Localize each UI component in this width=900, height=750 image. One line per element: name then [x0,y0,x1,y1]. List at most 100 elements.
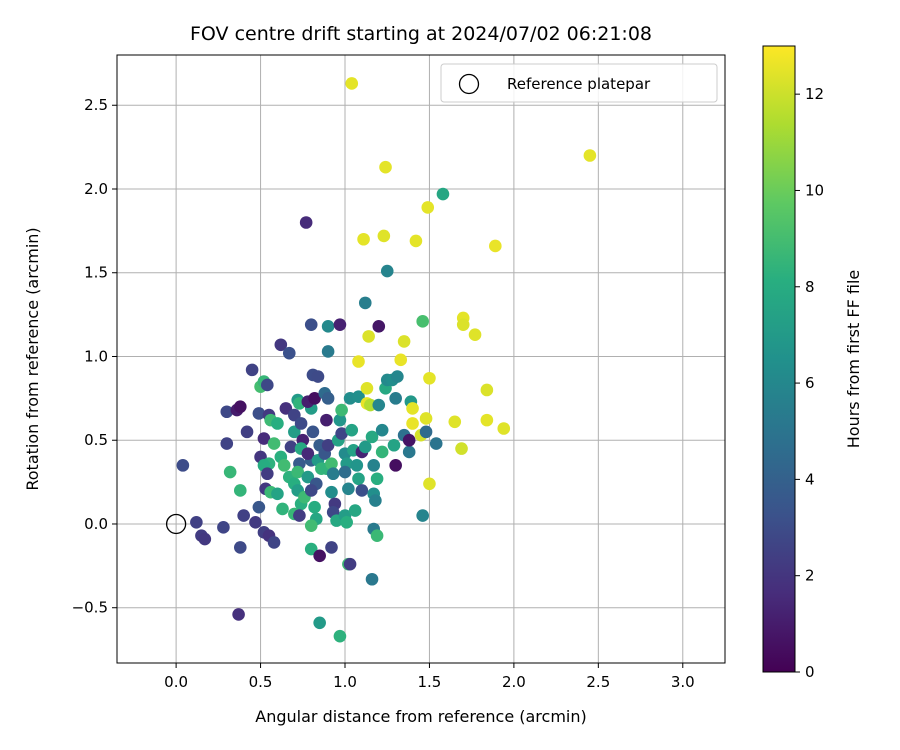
scatter-point [325,457,338,470]
scatter-point [288,408,301,422]
scatter-point [357,232,370,246]
y-tick-label: 0.0 [84,515,108,533]
scatter-point [321,345,335,358]
scatter-point [409,234,423,248]
scatter-point [387,438,401,452]
scatter-point [291,465,305,479]
scatter-point [423,477,436,491]
scatter-point [301,470,315,484]
scatter-point [198,532,212,546]
scatter-point [365,572,379,586]
scatter-point [304,484,318,497]
scatter-point [306,425,320,439]
y-tick-label: 1.0 [84,347,108,365]
scatter-point [274,338,288,352]
x-tick-label: 2.0 [502,673,526,691]
scatter-point [419,425,433,439]
scatter-point [402,445,416,459]
scatter-point [271,487,284,501]
scatter-point [397,335,411,348]
reference-platepar-marker [165,513,187,535]
colorbar-ticks: 0 2 4 6 8 10 12 [795,85,824,681]
scatter-point [480,383,494,397]
scatter-point [402,433,416,447]
scatter-point [352,472,365,486]
scatter-point [375,423,389,437]
colorbar-tick-label: 2 [805,567,815,585]
scatter-point [321,438,335,452]
x-tick-label: 3.0 [671,673,695,691]
scatter-point [345,77,359,90]
scatter-point [416,315,429,328]
scatter-point [355,484,369,497]
scatter-point [190,516,203,529]
scatter-point [406,402,419,415]
scatter-point [325,541,338,554]
scatter-point [348,504,362,517]
scatter-point [257,432,271,445]
scatter-point [448,415,462,429]
scatter-point [252,407,266,420]
scatter-point [304,318,318,331]
colorbar: 0 2 4 6 8 10 12 Hours from first FF file [762,45,863,681]
legend-reference-marker [458,73,480,95]
scatter-point [320,413,333,427]
colorbar-tick-label: 8 [805,278,815,296]
scatter-point [423,371,436,385]
x-axis-ticks: 0.0 0.5 1.0 1.5 2.0 2.5 3.0 [164,663,695,691]
scatter-point [288,425,301,439]
scatter-point [370,472,384,486]
scatter-point [583,149,597,162]
scatter-point [389,392,402,405]
scatter-point [333,629,347,643]
scatter-point [362,330,375,343]
scatter-point [279,402,293,415]
scatter-point [321,392,335,405]
reference-marker-layer [165,513,187,535]
scatter-point [468,328,482,342]
scatter-point [391,370,404,383]
scatter-point [294,417,308,430]
chart-title: FOV centre drift starting at 2024/07/02 … [190,23,652,45]
colorbar-tick-label: 10 [805,181,824,199]
scatter-point [370,529,384,543]
scatter-point [313,616,326,630]
scatter-point [456,318,470,331]
scatter-point [233,400,247,414]
scatter-point [389,459,402,472]
scatter-point [325,485,338,499]
scatter-point [301,447,315,460]
scatter-point [358,440,372,454]
y-axis-label: Rotation from reference (arcmin) [23,227,42,490]
scatter-point [304,519,318,532]
colorbar-tick-label: 4 [805,470,815,488]
scatter-point [237,509,250,522]
colorbar-label: Hours from first FF file [844,270,863,449]
scatter-point [233,541,247,554]
scatter-point [352,355,365,368]
scatter-point [416,509,429,522]
scatter-point [489,239,502,253]
scatter-point [245,363,259,377]
scatter-point [335,427,348,440]
scatter-point [342,482,355,496]
legend-box [440,63,718,103]
scatter-point [313,549,326,563]
scatter-point [223,465,237,479]
scatter-point [311,370,325,383]
y-tick-label: −0.5 [72,599,108,617]
colorbar-tick-label: 0 [805,663,815,681]
x-tick-label: 2.5 [586,673,610,691]
scatter-point [429,437,443,450]
scatter-point [375,445,389,459]
scatter-point [240,425,254,439]
scatter-point [326,467,340,481]
scatter-point [358,296,372,310]
scatter-point [436,187,450,201]
scatter-point [267,437,281,450]
scatter-point [340,516,353,529]
scatter-point [284,440,298,454]
scatter-point [365,430,379,444]
y-tick-label: 2.5 [84,96,108,114]
scatter-point [367,459,381,472]
